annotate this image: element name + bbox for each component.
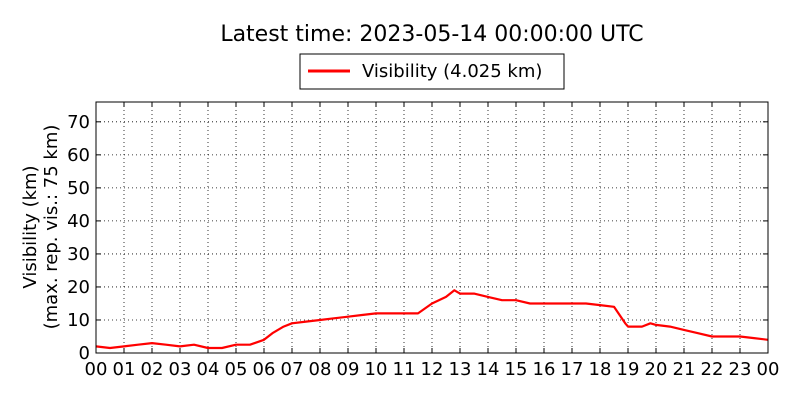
y-axis-label-line1: Visibility (km): [20, 165, 41, 288]
y-tick-label: 0: [79, 343, 90, 364]
x-tick-label: 08: [309, 359, 332, 380]
x-tick-label: 00: [85, 359, 108, 380]
x-tick-label: 16: [533, 359, 556, 380]
x-tick-label: 02: [141, 359, 164, 380]
axis-ticks: 00 01 02 03 04 05 06 07 08 09 10 11 12 13 14 15 16 17 18 19…: [67, 102, 779, 380]
x-tick-label: 07: [281, 359, 304, 380]
x-tick-label: 15: [505, 359, 528, 380]
plot-area-frame: [95, 101, 769, 354]
grid-lines: [96, 102, 768, 353]
x-tick-label: 11: [393, 359, 416, 380]
x-tick-label: 10: [365, 359, 388, 380]
y-tick-label: 60: [67, 145, 90, 166]
x-tick-label: 13: [449, 359, 472, 380]
series-layer: [95, 289, 769, 350]
x-tick-label: 14: [477, 359, 500, 380]
y-axis-label-line2: (max. rep. vis.: 75 km): [41, 125, 62, 330]
x-tick-label: 09: [337, 359, 360, 380]
y-tick-label: 50: [67, 178, 90, 199]
chart-title: Latest time: 2023-05-14 00:00:00 UTC: [220, 22, 643, 47]
x-tick-label: 06: [253, 359, 276, 380]
legend-label-visibility: Visibility (4.025 km): [362, 61, 542, 82]
x-tick-label: 20: [645, 359, 668, 380]
x-tick-label: 19: [617, 359, 640, 380]
x-tick-label: 12: [421, 359, 444, 380]
series-line-visibility: [95, 289, 769, 350]
y-tick-label: 20: [67, 277, 90, 298]
x-tick-label: 05: [225, 359, 248, 380]
y-tick-label: 40: [67, 211, 90, 232]
x-tick-label: 23: [729, 359, 752, 380]
legend: Visibility (4.025 km): [299, 53, 565, 90]
y-tick-label: 10: [67, 310, 90, 331]
x-tick-label: 00: [757, 359, 780, 380]
x-tick-label: 22: [701, 359, 724, 380]
x-tick-label: 21: [673, 359, 696, 380]
y-tick-label: 70: [67, 112, 90, 133]
x-tick-label: 03: [169, 359, 192, 380]
x-tick-label: 01: [113, 359, 136, 380]
x-tick-label: 17: [561, 359, 584, 380]
x-tick-label: 04: [197, 359, 220, 380]
y-tick-label: 30: [67, 244, 90, 265]
x-tick-label: 18: [589, 359, 612, 380]
